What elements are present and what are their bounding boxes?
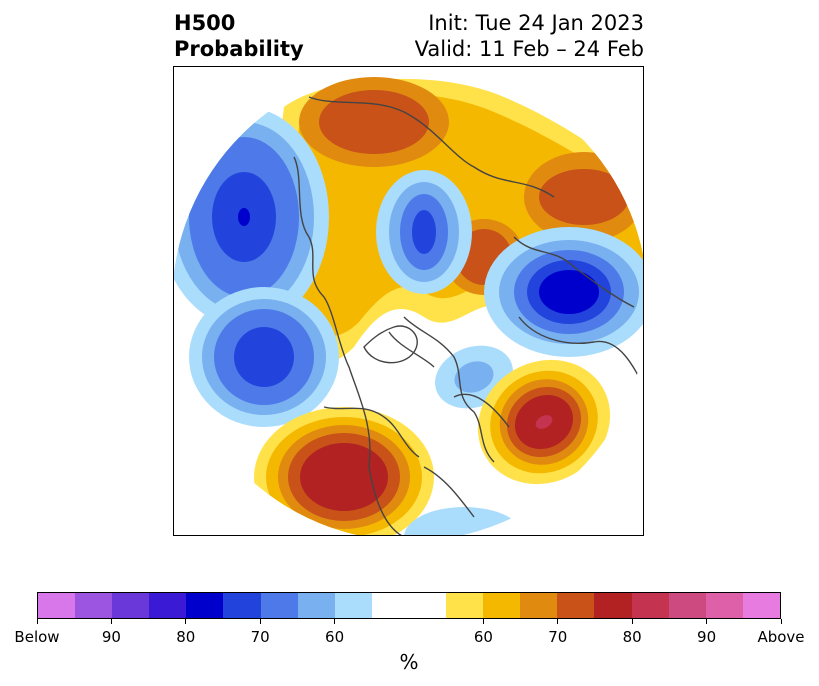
atlantic-cold — [539, 270, 599, 314]
colorbar-tick-label: 80 — [176, 628, 196, 646]
colorbar-swatch — [594, 593, 632, 618]
colorbar-swatch — [186, 593, 224, 618]
coastline-segment — [363, 325, 418, 364]
title-variable: H500 — [174, 11, 236, 35]
colorbar-tick-label: Below — [14, 628, 60, 646]
atlantic-warm — [535, 415, 553, 429]
colorbar-tick-mark — [557, 619, 559, 624]
coastline-segment — [403, 316, 495, 463]
colorbar-tick-label: 80 — [622, 628, 642, 646]
colorbar-swatch — [446, 593, 484, 618]
colorbar-tick-mark — [780, 619, 782, 624]
colorbar-tick-label: 60 — [473, 628, 493, 646]
colorbar-swatch — [668, 593, 706, 618]
colorbar-swatch — [38, 593, 76, 618]
colorbar-tick-label: 90 — [101, 628, 121, 646]
colorbar-tick-mark — [259, 619, 261, 624]
colorbar-swatch — [260, 593, 298, 618]
colorbar-unit: % — [399, 650, 419, 674]
us-warm — [300, 443, 388, 511]
arctic-cold — [412, 210, 436, 254]
pacific-cold-south — [234, 327, 294, 387]
coastline-segment — [453, 393, 510, 428]
pacific-cold — [238, 208, 250, 226]
init-date: Init: Tue 24 Jan 2023 — [428, 11, 644, 35]
chart-title: H500 Probability — [174, 10, 304, 62]
colorbar-swatch — [742, 593, 780, 618]
coastline-segment — [323, 406, 420, 458]
canada-cool — [454, 361, 494, 393]
colorbar-swatch — [334, 593, 372, 618]
valid-range: Valid: 11 Feb – 24 Feb — [414, 37, 644, 61]
colorbar-swatch — [223, 593, 261, 618]
coastline-segment — [388, 331, 435, 368]
coastline-segment — [518, 316, 643, 388]
coastline-segment — [423, 466, 475, 518]
colorbar-tick-label: 60 — [325, 628, 345, 646]
colorbar-swatch — [75, 593, 113, 618]
coastline-segment — [293, 156, 405, 535]
probability-map — [173, 66, 644, 536]
coastlines — [293, 96, 643, 535]
colorbar-tick-mark — [185, 619, 187, 624]
chart-dates: Init: Tue 24 Jan 2023 Valid: 11 Feb – 24… — [415, 10, 644, 62]
coastline-segment — [308, 96, 555, 198]
colorbar-tick-mark — [482, 619, 484, 624]
colorbar-tick-mark — [334, 619, 336, 624]
colorbar-tick-label: 90 — [697, 628, 717, 646]
colorbar-tick-label: 70 — [250, 628, 270, 646]
colorbar-tick-label: 70 — [548, 628, 568, 646]
map-canvas — [174, 77, 643, 535]
colorbar-tick-mark — [631, 619, 633, 624]
title-type: Probability — [174, 37, 304, 61]
anomaly-fields — [174, 77, 643, 535]
colorbar-swatch — [112, 593, 150, 618]
colorbar-swatch — [149, 593, 187, 618]
colorbar-swatch — [371, 593, 409, 618]
colorbar-swatch — [557, 593, 595, 618]
colorbar-swatch — [408, 593, 447, 618]
colorbar-swatch — [520, 593, 558, 618]
south-edge-cool — [404, 507, 524, 535]
colorbar-swatch — [483, 593, 521, 618]
north-warm — [319, 90, 429, 154]
europe-warm — [539, 169, 629, 225]
colorbar-swatch — [705, 593, 743, 618]
coastline-segment — [513, 236, 635, 308]
colorbar-tick-mark — [36, 619, 38, 624]
colorbar-tick-mark — [706, 619, 708, 624]
colorbar-tick-label: Above — [757, 628, 805, 646]
colorbar — [37, 592, 781, 619]
colorbar-swatch — [631, 593, 669, 618]
colorbar-swatch — [297, 593, 335, 618]
colorbar-tick-mark — [110, 619, 112, 624]
